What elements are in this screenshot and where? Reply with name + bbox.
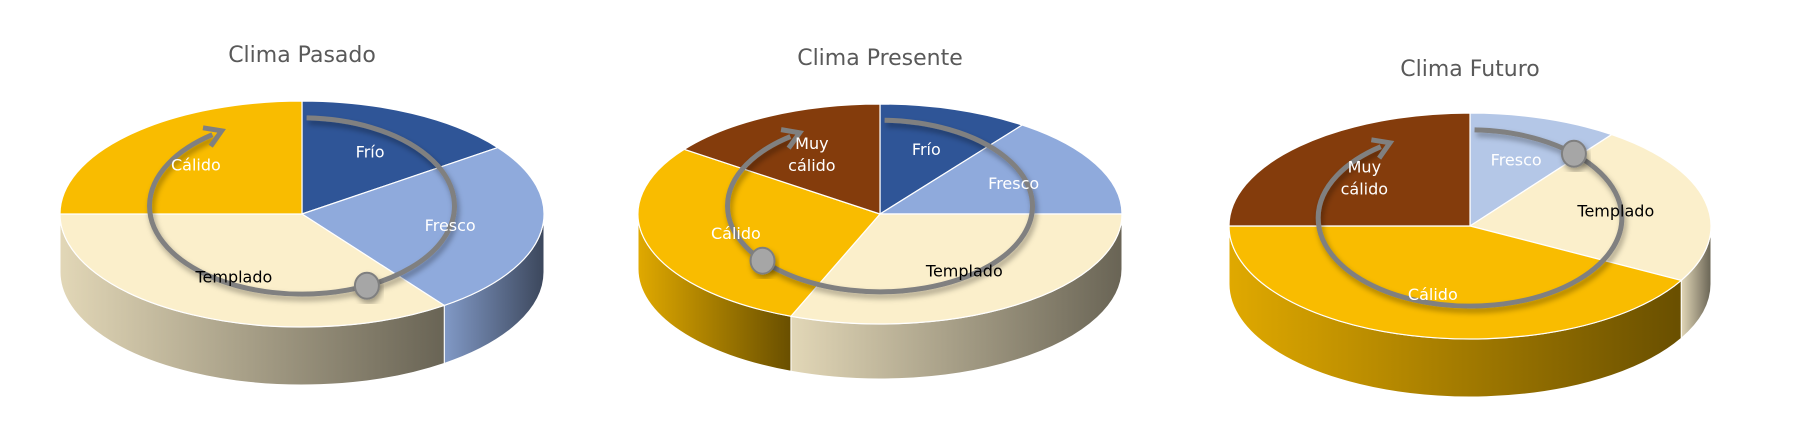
chart-title-presente: Clima Presente (797, 46, 963, 71)
cycle-arrow (147, 115, 457, 297)
data-label: Templado (194, 267, 272, 286)
pie-slice-frío (301, 100, 500, 215)
data-label: Frío (356, 143, 385, 162)
pie-slice-cálido (637, 148, 882, 317)
data-label: Frío (912, 140, 941, 159)
pie-slice-templado (789, 213, 1123, 325)
pie-slice-templado (1468, 133, 1712, 282)
data-label: Fresco (425, 216, 476, 235)
pie-slice-templado (59, 213, 446, 328)
data-label: Muy cálido (788, 134, 835, 175)
pie-slice-fresco (877, 124, 1123, 215)
pie-slice-cálido (1228, 225, 1683, 340)
data-label: Templado (925, 261, 1003, 280)
pie-slice-frío (879, 103, 1024, 216)
pie-slice-muy-cálido (1228, 112, 1471, 227)
chart-title-pasado: Clima Pasado (228, 43, 376, 68)
arrowhead-icon (202, 125, 226, 148)
pie-slice-muy-cálido (682, 103, 881, 215)
pie-pasado: Frío Fresco Templado Cálido (59, 100, 545, 386)
data-label: Fresco (1491, 150, 1542, 169)
data-label: Cálido (711, 224, 761, 243)
pie-presente: Frío Fresco Templado Cálido Muy cálido (637, 103, 1123, 380)
cycle-arrow (725, 117, 1035, 295)
arrowhead-icon (780, 127, 805, 150)
pie-slice-cálido (59, 100, 303, 215)
pie-slice-fresco (300, 146, 545, 307)
arrowhead-icon (1370, 137, 1395, 160)
data-label: Cálido (171, 155, 221, 174)
data-label: Templado (1576, 202, 1654, 221)
cycle-marker (1560, 139, 1587, 168)
data-label: Muy cálido (1341, 157, 1388, 198)
cycle-marker (749, 246, 776, 275)
chart-title-futuro: Clima Futuro (1400, 57, 1539, 82)
data-label: Cálido (1408, 285, 1458, 304)
data-label: Fresco (988, 174, 1039, 193)
cycle-marker (353, 271, 380, 300)
cycle-arrow (1315, 127, 1625, 309)
pie-futuro: Fresco Templado Cálido Muy cálido (1228, 112, 1712, 398)
